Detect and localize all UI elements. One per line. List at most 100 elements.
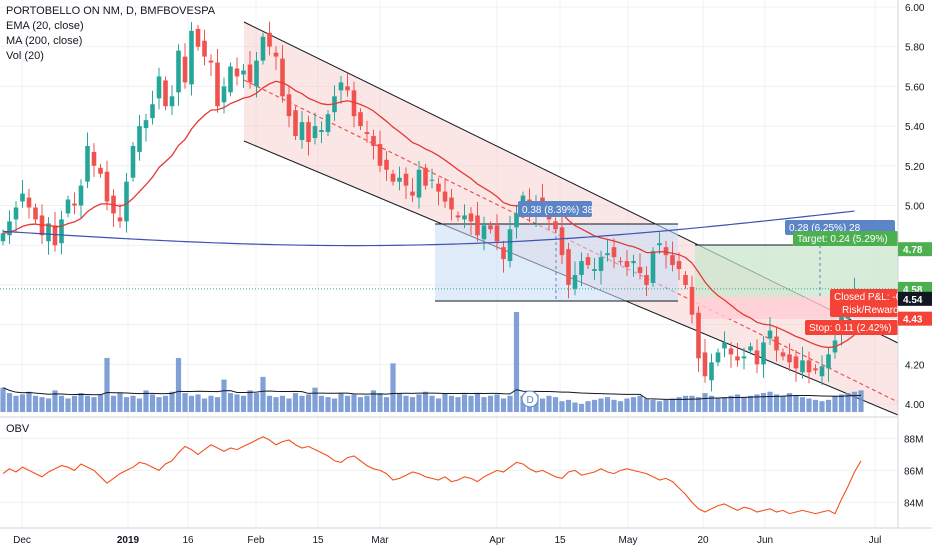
candle-body[interactable]: [670, 255, 675, 266]
candle-body[interactable]: [72, 203, 77, 206]
candle-body[interactable]: [176, 50, 181, 93]
candle-body[interactable]: [20, 193, 25, 202]
candle-body[interactable]: [371, 136, 376, 146]
candle-body[interactable]: [0, 233, 6, 242]
candle-body[interactable]: [663, 247, 669, 256]
candle-body[interactable]: [644, 274, 649, 285]
candle-body[interactable]: [676, 261, 682, 270]
candle-body[interactable]: [553, 221, 558, 230]
candle-body[interactable]: [754, 350, 760, 365]
candle-body[interactable]: [91, 151, 97, 166]
candle-body[interactable]: [195, 28, 201, 47]
legend-vol[interactable]: Vol (20): [6, 50, 44, 62]
candle-body[interactable]: [234, 68, 240, 77]
candle-body[interactable]: [13, 207, 19, 220]
candle-body[interactable]: [280, 58, 285, 97]
candle-body[interactable]: [689, 286, 695, 315]
candle-body[interactable]: [501, 247, 506, 260]
candle-body[interactable]: [312, 126, 318, 139]
stop-badge[interactable]: [805, 320, 898, 335]
candle-body[interactable]: [826, 354, 831, 369]
target-badge[interactable]: [793, 231, 898, 246]
candle-body[interactable]: [657, 243, 662, 246]
candle-body[interactable]: [696, 312, 701, 359]
drawings-layer[interactable]: [0, 21, 899, 416]
candle-body[interactable]: [748, 346, 753, 351]
candle-body[interactable]: [728, 348, 734, 355]
candle-body[interactable]: [819, 366, 825, 377]
candle-body[interactable]: [579, 261, 584, 275]
candle-body[interactable]: [806, 360, 812, 373]
candle-body[interactable]: [618, 261, 623, 263]
candle-body[interactable]: [293, 110, 298, 137]
candle-body[interactable]: [26, 197, 32, 208]
candle-body[interactable]: [137, 126, 142, 152]
candle-body[interactable]: [364, 132, 370, 135]
candle-body[interactable]: [52, 225, 58, 246]
candle-body[interactable]: [65, 199, 71, 214]
candle-body[interactable]: [358, 112, 363, 127]
candle-body[interactable]: [78, 185, 84, 206]
candle-body[interactable]: [767, 330, 773, 339]
target-zone[interactable]: [695, 245, 898, 297]
candle-body[interactable]: [228, 66, 233, 93]
candle-body[interactable]: [33, 207, 38, 220]
candle-body[interactable]: [156, 76, 162, 99]
candle-body[interactable]: [572, 274, 578, 289]
candle-body[interactable]: [319, 130, 324, 133]
candle-body[interactable]: [715, 352, 721, 363]
candle-body[interactable]: [384, 159, 389, 170]
candle-body[interactable]: [598, 257, 604, 272]
candle-body[interactable]: [449, 197, 454, 210]
candle-body[interactable]: [260, 36, 266, 61]
candle-body[interactable]: [410, 191, 415, 196]
candle-body[interactable]: [650, 251, 656, 283]
candle-body[interactable]: [741, 356, 747, 359]
candle-body[interactable]: [780, 352, 786, 357]
candle-body[interactable]: [117, 217, 123, 222]
candle-body[interactable]: [208, 60, 214, 63]
legend-ma[interactable]: MA (200, close): [6, 35, 83, 47]
candle-body[interactable]: [800, 360, 805, 373]
candle-body[interactable]: [416, 169, 422, 198]
dividend-marker[interactable]: [521, 390, 539, 408]
candle-body[interactable]: [254, 60, 259, 87]
candle-body[interactable]: [130, 145, 136, 178]
candle-body[interactable]: [559, 227, 565, 256]
candle-body[interactable]: [143, 120, 149, 129]
candle-body[interactable]: [624, 261, 630, 268]
candle-body[interactable]: [169, 96, 175, 107]
candle-body[interactable]: [787, 354, 792, 363]
candle-body[interactable]: [163, 80, 168, 107]
candle-body[interactable]: [306, 122, 311, 142]
candle-body[interactable]: [813, 368, 818, 371]
obv-legend[interactable]: OBV: [6, 423, 30, 435]
measure-badge-1[interactable]: [518, 201, 592, 217]
candle-body[interactable]: [351, 90, 357, 117]
candle-body[interactable]: [592, 269, 597, 272]
legend-symbol[interactable]: PORTOBELLO ON NM, D, BMFBOVESPA: [6, 5, 216, 17]
candle-body[interactable]: [546, 215, 552, 220]
candle-body[interactable]: [423, 167, 428, 186]
candle-body[interactable]: [702, 352, 708, 377]
candle-body[interactable]: [468, 213, 474, 222]
candle-body[interactable]: [182, 56, 188, 83]
candle-body[interactable]: [585, 257, 591, 266]
candle-body[interactable]: [124, 181, 129, 222]
obv-pane[interactable]: [0, 416, 932, 515]
candle-body[interactable]: [345, 86, 350, 91]
candle-body[interactable]: [722, 342, 727, 349]
closed-pl-badge[interactable]: [830, 289, 898, 317]
candle-body[interactable]: [611, 247, 617, 258]
candle-body[interactable]: [7, 221, 12, 236]
candle-body[interactable]: [605, 253, 610, 256]
candle-body[interactable]: [325, 114, 331, 133]
candle-body[interactable]: [683, 274, 688, 285]
candle-body[interactable]: [709, 362, 714, 381]
candle-body[interactable]: [514, 213, 519, 228]
candle-body[interactable]: [436, 183, 441, 192]
candle-body[interactable]: [403, 173, 409, 186]
candle-body[interactable]: [429, 179, 435, 181]
